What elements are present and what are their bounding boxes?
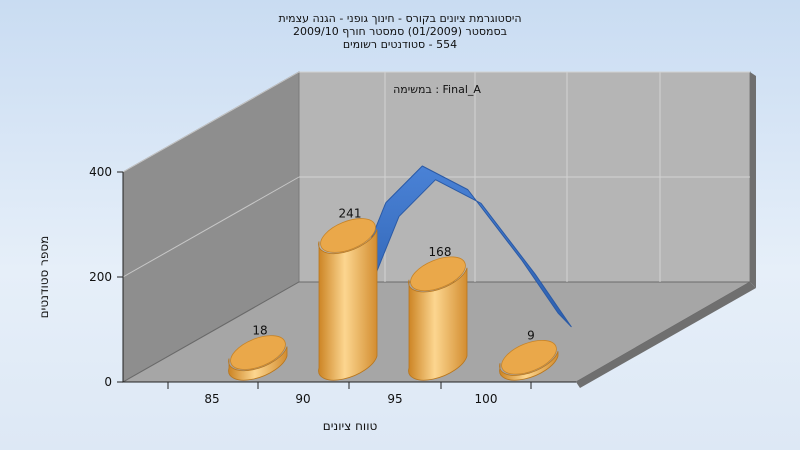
y-tick-label: 0 — [104, 375, 112, 389]
x-axis-title: טווח ציונים — [323, 419, 378, 433]
bar — [408, 256, 468, 381]
bar — [318, 218, 378, 381]
gridline-side — [122, 71, 300, 173]
data-labels: 18 241 168 9 — [252, 206, 534, 342]
bar-top — [410, 256, 466, 292]
x-tick-label: 85 — [204, 392, 219, 406]
bar-top — [230, 335, 286, 370]
bar-data-label: 168 — [429, 245, 452, 259]
bar-top — [501, 339, 557, 375]
curve-ribbon — [357, 165, 572, 328]
bar-body — [408, 267, 468, 381]
y-tick-label: 400 — [89, 165, 112, 179]
bar-data-label: 241 — [339, 206, 362, 220]
chart-title-line-2: בסמסטר (01/2009) סמסטר חורף 2009/10 — [293, 25, 507, 38]
bars — [228, 218, 559, 381]
y-tick-label: 200 — [89, 270, 112, 284]
gridline-side — [122, 176, 300, 278]
x-tick-label: 95 — [387, 392, 402, 406]
bar — [228, 335, 288, 381]
bar-body — [318, 229, 378, 381]
back-wall-shadow — [750, 72, 756, 288]
chart-title-line-3: 554 - סטודנטים רשומים — [343, 38, 457, 51]
bar-top — [320, 218, 376, 253]
bar-data-label: 9 — [527, 328, 535, 342]
x-tick-label: 100 — [475, 392, 498, 406]
bar-body — [499, 351, 559, 381]
bar-body — [228, 346, 288, 381]
floor-edge-shadow — [576, 282, 756, 388]
tick-labels: 0 200 400 85 90 95 100 — [89, 165, 532, 406]
chart-title-line-1: היסטוגרמת ציונים בקורס - חינוך גופני - ה… — [278, 12, 521, 25]
chart-annotation: במשימה : Final_A — [393, 83, 481, 96]
x-tick-label: 90 — [295, 392, 310, 406]
bar — [499, 339, 559, 381]
distribution-curve — [357, 165, 572, 328]
y-axis-title: מספר סטודנטים — [37, 236, 51, 319]
bar-data-label: 18 — [252, 324, 267, 338]
